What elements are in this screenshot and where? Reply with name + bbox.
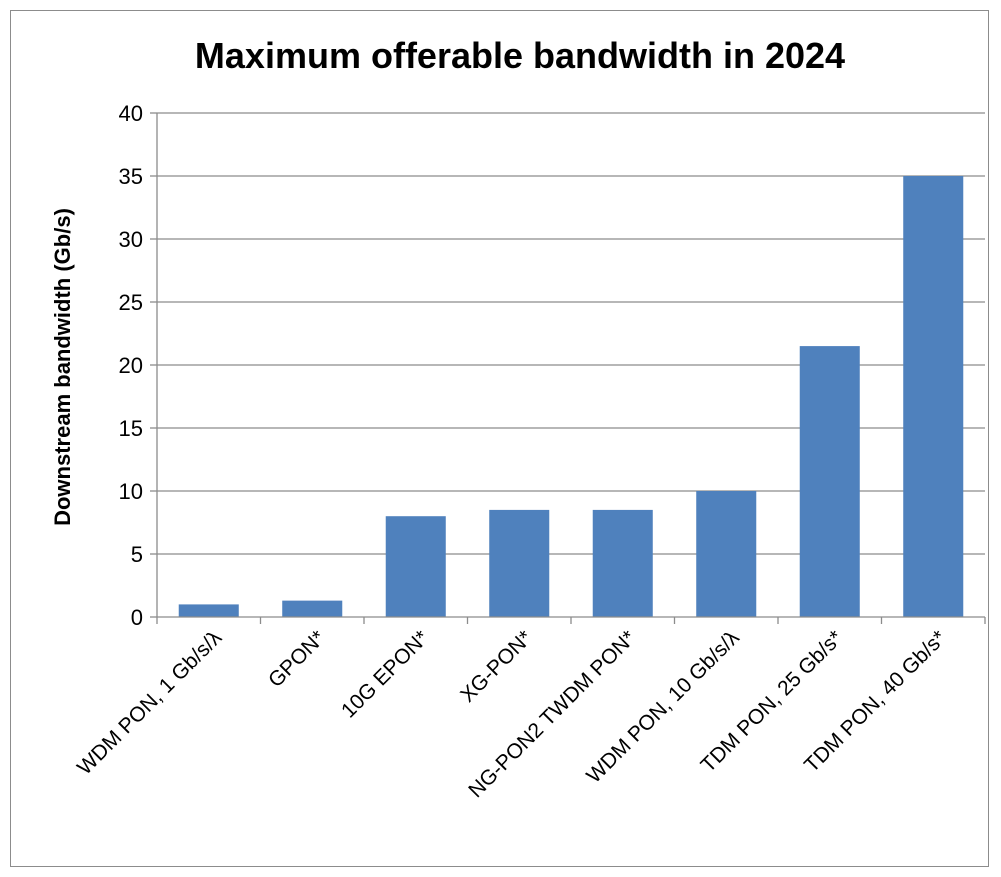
y-tick-label: 0: [131, 605, 143, 630]
bar: [282, 600, 343, 617]
axes: [150, 112, 986, 624]
x-category-label: WDM PON, 1 Gb/s/λ: [73, 626, 227, 780]
y-tick-label: 5: [131, 542, 143, 567]
y-tick-label: 15: [119, 416, 143, 441]
chart-title: Maximum offerable bandwidth in 2024: [195, 35, 845, 76]
bar: [489, 509, 550, 617]
y-axis-label: Downstream bandwidth (Gb/s): [50, 208, 75, 526]
x-category-labels: WDM PON, 1 Gb/s/λ GPON* 10G EPON* XG-PON*NG…: [73, 626, 951, 802]
y-tick-labels: 0 5 10 15 20 25 30 35 40: [119, 101, 143, 630]
y-tick-label: 40: [119, 101, 143, 126]
bar: [696, 491, 757, 617]
bars: [178, 176, 964, 617]
y-tick-label: 35: [119, 164, 143, 189]
bar: [385, 516, 446, 617]
x-category-label: XG-PON*: [456, 626, 537, 707]
y-tick-label: 10: [119, 479, 143, 504]
bar: [178, 604, 239, 617]
gridlines: [157, 112, 985, 555]
y-tick-label: 25: [119, 290, 143, 315]
y-tick-label: 20: [119, 353, 143, 378]
bar: [592, 509, 653, 617]
bar: [903, 176, 964, 617]
x-category-label: 10G EPON*: [337, 626, 433, 722]
y-tick-label: 30: [119, 227, 143, 252]
x-category-label: GPON*: [264, 626, 330, 692]
x-category-label: NG-PON2 TWDM PON*: [464, 626, 640, 802]
bar: [799, 346, 860, 617]
